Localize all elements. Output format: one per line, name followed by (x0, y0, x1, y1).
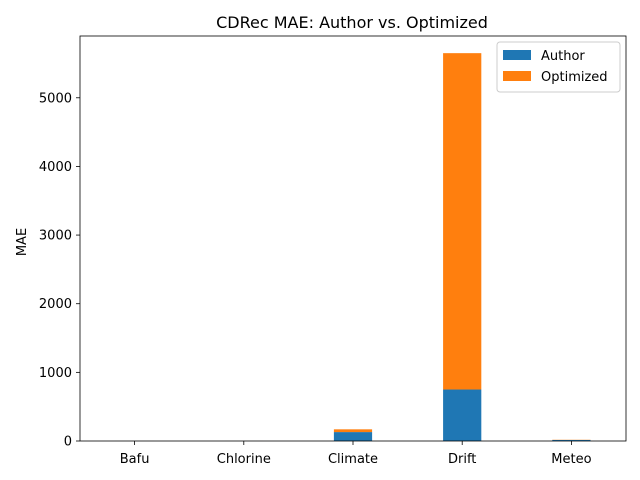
bar-author-drift (443, 389, 482, 441)
x-tick-label: Drift (448, 452, 476, 467)
legend: Author Optimized (496, 41, 621, 93)
y-tick-label: 0 (64, 435, 72, 450)
x-tick-label: Meteo (551, 452, 591, 467)
x-tick-label: Climate (328, 452, 378, 467)
x-tick-label: Bafu (120, 452, 150, 467)
legend-label-author: Author (541, 49, 585, 64)
plot-frame (79, 35, 627, 442)
x-ticks: Bafu Chlorine Climate Drift Meteo (120, 441, 592, 467)
y-axis-label: MAE (15, 228, 30, 256)
legend-swatch-author (503, 50, 531, 60)
y-tick-label: 3000 (39, 229, 72, 244)
bars-group (115, 53, 591, 441)
chart-title: CDRec MAE: Author vs. Optimized (216, 13, 488, 32)
x-tick-label: Chlorine (217, 452, 271, 467)
bar-author-climate (333, 432, 373, 441)
legend-label-optimized: Optimized (541, 70, 608, 85)
bar-author-meteo (552, 439, 591, 441)
y-tick-label: 5000 (39, 91, 72, 106)
y-ticks: 0 1000 2000 3000 4000 5000 (39, 91, 80, 450)
y-tick-label: 1000 (39, 366, 72, 381)
bar-optimized-climate (333, 429, 373, 433)
legend-swatch-optimized (503, 71, 531, 81)
y-tick-label: 4000 (39, 160, 72, 175)
y-tick-label: 2000 (39, 297, 72, 312)
bar-optimized-drift (443, 53, 482, 390)
